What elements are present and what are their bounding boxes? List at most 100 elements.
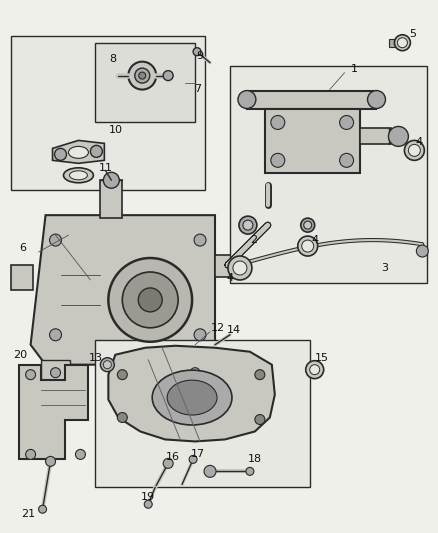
Bar — [100, 180, 122, 218]
Polygon shape — [108, 346, 275, 441]
Circle shape — [100, 358, 114, 372]
Polygon shape — [31, 215, 215, 365]
Circle shape — [246, 467, 254, 475]
Text: 11: 11 — [99, 163, 113, 173]
Circle shape — [417, 245, 428, 257]
Polygon shape — [180, 360, 210, 385]
Text: 5: 5 — [409, 29, 416, 39]
Bar — [95, 340, 310, 487]
Circle shape — [189, 455, 197, 463]
Circle shape — [271, 154, 285, 167]
Circle shape — [163, 71, 173, 80]
Circle shape — [103, 172, 119, 188]
Circle shape — [122, 272, 178, 328]
Text: 19: 19 — [141, 492, 155, 502]
Text: 3: 3 — [381, 263, 388, 273]
Text: 15: 15 — [314, 353, 328, 363]
Circle shape — [255, 370, 265, 379]
Bar — [247, 91, 377, 109]
Text: 6: 6 — [19, 243, 26, 253]
Text: 7: 7 — [194, 84, 201, 94]
Circle shape — [190, 368, 200, 378]
Text: 21: 21 — [21, 509, 35, 519]
Circle shape — [302, 240, 314, 252]
Text: 17: 17 — [191, 449, 205, 459]
Ellipse shape — [135, 68, 150, 83]
Text: 4: 4 — [416, 138, 423, 148]
Text: 2: 2 — [251, 235, 258, 245]
Circle shape — [103, 361, 111, 369]
Bar — [265, 109, 360, 173]
Ellipse shape — [68, 147, 88, 158]
Ellipse shape — [304, 221, 312, 229]
Text: 4: 4 — [226, 273, 233, 283]
Circle shape — [367, 91, 385, 109]
Circle shape — [25, 449, 35, 459]
Ellipse shape — [152, 370, 232, 425]
Circle shape — [90, 146, 102, 157]
Circle shape — [49, 329, 61, 341]
Ellipse shape — [301, 218, 314, 232]
Ellipse shape — [239, 216, 257, 234]
Text: 8: 8 — [109, 54, 116, 63]
Text: 1: 1 — [351, 63, 358, 74]
Circle shape — [194, 234, 206, 246]
Bar — [11, 265, 32, 290]
Circle shape — [163, 458, 173, 469]
Ellipse shape — [167, 380, 217, 415]
Ellipse shape — [128, 62, 156, 90]
Text: 12: 12 — [211, 323, 225, 333]
Ellipse shape — [139, 72, 146, 79]
Bar — [11, 36, 205, 190]
Circle shape — [339, 154, 353, 167]
Circle shape — [339, 116, 353, 130]
Circle shape — [108, 258, 192, 342]
Text: 14: 14 — [227, 325, 241, 335]
Polygon shape — [53, 140, 104, 163]
Circle shape — [238, 91, 256, 109]
Circle shape — [204, 465, 216, 478]
Bar — [215, 255, 245, 277]
Circle shape — [46, 456, 56, 466]
Text: 20: 20 — [14, 350, 28, 360]
Circle shape — [271, 116, 285, 130]
Bar — [95, 43, 195, 123]
Ellipse shape — [64, 168, 93, 183]
Circle shape — [306, 361, 324, 378]
Text: 9: 9 — [197, 51, 204, 61]
Circle shape — [310, 365, 320, 375]
Text: 13: 13 — [88, 353, 102, 363]
Circle shape — [395, 35, 410, 51]
Circle shape — [255, 415, 265, 424]
Circle shape — [298, 236, 318, 256]
Circle shape — [25, 370, 35, 379]
Circle shape — [144, 500, 152, 508]
Circle shape — [117, 370, 127, 379]
Circle shape — [54, 148, 67, 160]
Circle shape — [75, 449, 85, 459]
Circle shape — [50, 368, 60, 378]
Circle shape — [389, 126, 408, 147]
Bar — [230, 66, 427, 283]
Bar — [389, 39, 406, 47]
Circle shape — [404, 140, 424, 160]
Circle shape — [228, 256, 252, 280]
Ellipse shape — [70, 171, 88, 180]
Text: 16: 16 — [166, 453, 180, 463]
Circle shape — [408, 144, 420, 156]
Bar — [360, 128, 392, 144]
Circle shape — [397, 38, 407, 47]
Circle shape — [233, 261, 247, 275]
Text: 10: 10 — [108, 125, 122, 135]
Circle shape — [117, 413, 127, 423]
Polygon shape — [41, 360, 71, 385]
Circle shape — [194, 329, 206, 341]
Ellipse shape — [243, 220, 253, 230]
Circle shape — [39, 505, 46, 513]
Text: 18: 18 — [248, 455, 262, 464]
Circle shape — [49, 234, 61, 246]
Circle shape — [138, 288, 162, 312]
Text: 4: 4 — [311, 235, 318, 245]
Circle shape — [193, 47, 201, 55]
Polygon shape — [19, 365, 88, 459]
